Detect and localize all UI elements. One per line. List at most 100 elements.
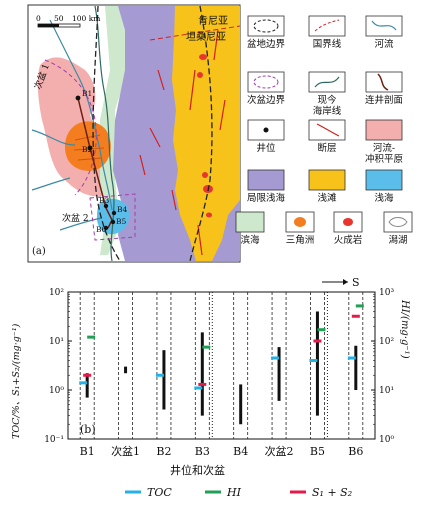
well-B5 (110, 219, 116, 225)
legend-item-basin-boundary: 盆地边界 (247, 15, 286, 50)
sub-basin-boundary-1 (44, 59, 97, 196)
legend-label-river: 河流 (374, 38, 394, 50)
y-axis-right-title: HI/(mg·g⁻¹) (399, 299, 410, 359)
x-label-1: 次盆1 (111, 444, 140, 458)
x-label-4: B4 (233, 445, 248, 458)
range-bars (79, 292, 364, 439)
scale-label-0: 0 (36, 14, 41, 23)
legend-item-river: 河流 (365, 15, 403, 50)
well-B3 (103, 203, 109, 209)
legend-label-modern-coastline: 海岸线 (313, 105, 342, 117)
shoal-area (172, 6, 240, 261)
faults (139, 29, 226, 256)
chart-legend-item-HI: HI (205, 486, 242, 499)
x-label-5: 次盆2 (265, 444, 294, 458)
legend-label-fluvial-plain: 冲积平原 (365, 153, 403, 165)
legend-label-shallow-sea: 浅海 (374, 192, 394, 204)
well-B6 (103, 225, 109, 231)
legend-label-sub-basin-boundary: 次盆边界 (247, 94, 286, 106)
legend-item-delta: 三角洲 (285, 211, 315, 246)
map-legend: 盆地边界 国界线 河流次盆边界 现今海岸线连井剖面井位 断层 河流-冲积平原局限浅海 浅滩浅… (235, 15, 413, 246)
legend-item-shallow-sea: 浅海 (365, 169, 403, 204)
svg-text:TOC: TOC (147, 486, 172, 499)
scale-label-100: 100 km (72, 14, 100, 23)
legend-item-well-section: 连井剖面 (365, 71, 403, 106)
y-right-tick: 10² (379, 337, 394, 347)
country-label-1: 肯尼亚 (198, 14, 228, 27)
legend-label-igneous: 火成岩 (334, 234, 363, 246)
sub-basin-boundary-2 (89, 193, 136, 241)
chart-legend: TOC HI S₁ + S₂ (125, 486, 352, 499)
x-label-0: B1 (80, 445, 95, 458)
rivers (31, 19, 113, 231)
well-label-B6: B6 (96, 225, 107, 234)
y-right-tick: 10³ (379, 288, 394, 298)
scale-bar: 0 50 100 km (36, 14, 100, 28)
map-panel: B1 B2 B3 B4 B5 B6 0 50 100 km 肯尼亚 坦桑尼亚 次… (27, 4, 241, 263)
country-label-2: 坦桑尼亚 (186, 30, 226, 43)
y-axis-left-title: TOC/%、S₁+S₂/(mg·g⁻¹) (11, 323, 22, 439)
svg-text:HI: HI (226, 486, 242, 499)
y-right-tick: 10¹ (379, 386, 394, 396)
well-label-B5: B5 (116, 217, 127, 226)
legend-item-littoral: 滨海 (235, 211, 265, 246)
legend-label-modern-coastline: 现今 (317, 94, 337, 106)
y-left-tick: 10¹ (49, 337, 64, 347)
legend-item-sub-basin-boundary: 次盆边界 (247, 71, 286, 106)
x-axis-labels: B1 次盆1 B2 B3 B4 次盆2 B5 B6 (80, 444, 364, 458)
legend-item-igneous: 火成岩 (333, 211, 363, 246)
legend-label-littoral: 滨海 (240, 234, 260, 246)
chart-panel: 10⁻¹ 10⁰ 10¹ 10² 10⁰ 10¹ 10² 10³ B1 次盆1 B2 B3 B4 次盆… (11, 276, 410, 499)
legend-label-well-section: 连井剖面 (365, 94, 403, 106)
well-label-B2: B2 (82, 145, 93, 154)
y-left-tick: 10² (49, 288, 64, 298)
legend-label-national-border: 国界线 (313, 38, 342, 50)
well-markers (75, 95, 117, 231)
legend-item-shoal: 浅滩 (308, 169, 346, 204)
well-label-B1: B1 (82, 89, 92, 98)
legend-item-fluvial-plain: 河流-冲积平原 (365, 119, 403, 165)
littoral-area (90, 6, 135, 255)
chart-legend-item-S1+S2: S₁ + S₂ (290, 486, 352, 499)
well-B2 (87, 145, 93, 151)
scale-label-50: 50 (54, 14, 64, 23)
legend-label-shoal: 浅滩 (317, 192, 337, 204)
y-axis-left: 10⁻¹ 10⁰ 10¹ 10² (44, 288, 72, 445)
well-label-B3: B3 (99, 196, 110, 205)
y-left-tick: 10⁻¹ (44, 435, 64, 445)
legend-label-fluvial-plain: 河流- (373, 142, 395, 154)
chart-legend-item-TOC: TOC (125, 486, 172, 499)
y-right-tick: 10⁰ (379, 435, 394, 445)
well-B4 (111, 210, 117, 216)
y-left-tick: 10⁰ (49, 386, 64, 396)
legend-label-basin-boundary: 盆地边界 (247, 38, 286, 50)
national-border (149, 25, 241, 41)
legend-item-fault: 断层 (308, 119, 346, 154)
sub-basin-label-2: 次盆 2 (62, 212, 89, 224)
legend-label-restricted-shallow-sea: 局限浅海 (247, 192, 286, 204)
well-B1 (75, 95, 81, 101)
x-label-2: B2 (156, 445, 171, 458)
x-label-6: B5 (310, 445, 325, 458)
well-label-B4: B4 (117, 205, 128, 214)
panel-b-label: (b) (80, 423, 96, 436)
y-axis-right: 10⁰ 10¹ 10² 10³ (371, 288, 394, 445)
x-label-3: B3 (195, 445, 210, 458)
legend-item-lagoon: 潟湖 (383, 211, 413, 246)
svg-text:S₁ + S₂: S₁ + S₂ (312, 486, 352, 499)
legend-label-fault: 断层 (317, 142, 336, 154)
plot-frame (67, 291, 376, 440)
value-markers (79, 304, 364, 390)
legend-item-restricted-shallow-sea: 局限浅海 (247, 169, 286, 204)
x-label-7: B6 (348, 445, 363, 458)
legend-item-well: 井位 (247, 119, 285, 154)
legend-label-lagoon: 潟湖 (388, 234, 407, 246)
legend-label-well: 井位 (256, 142, 276, 154)
legend-item-national-border: 国界线 (308, 15, 346, 50)
igneous-bodies (197, 54, 213, 218)
direction-arrow-label: S (352, 276, 360, 289)
panel-a-label: (a) (32, 246, 46, 257)
x-axis-title: 井位和次盆 (170, 463, 225, 477)
